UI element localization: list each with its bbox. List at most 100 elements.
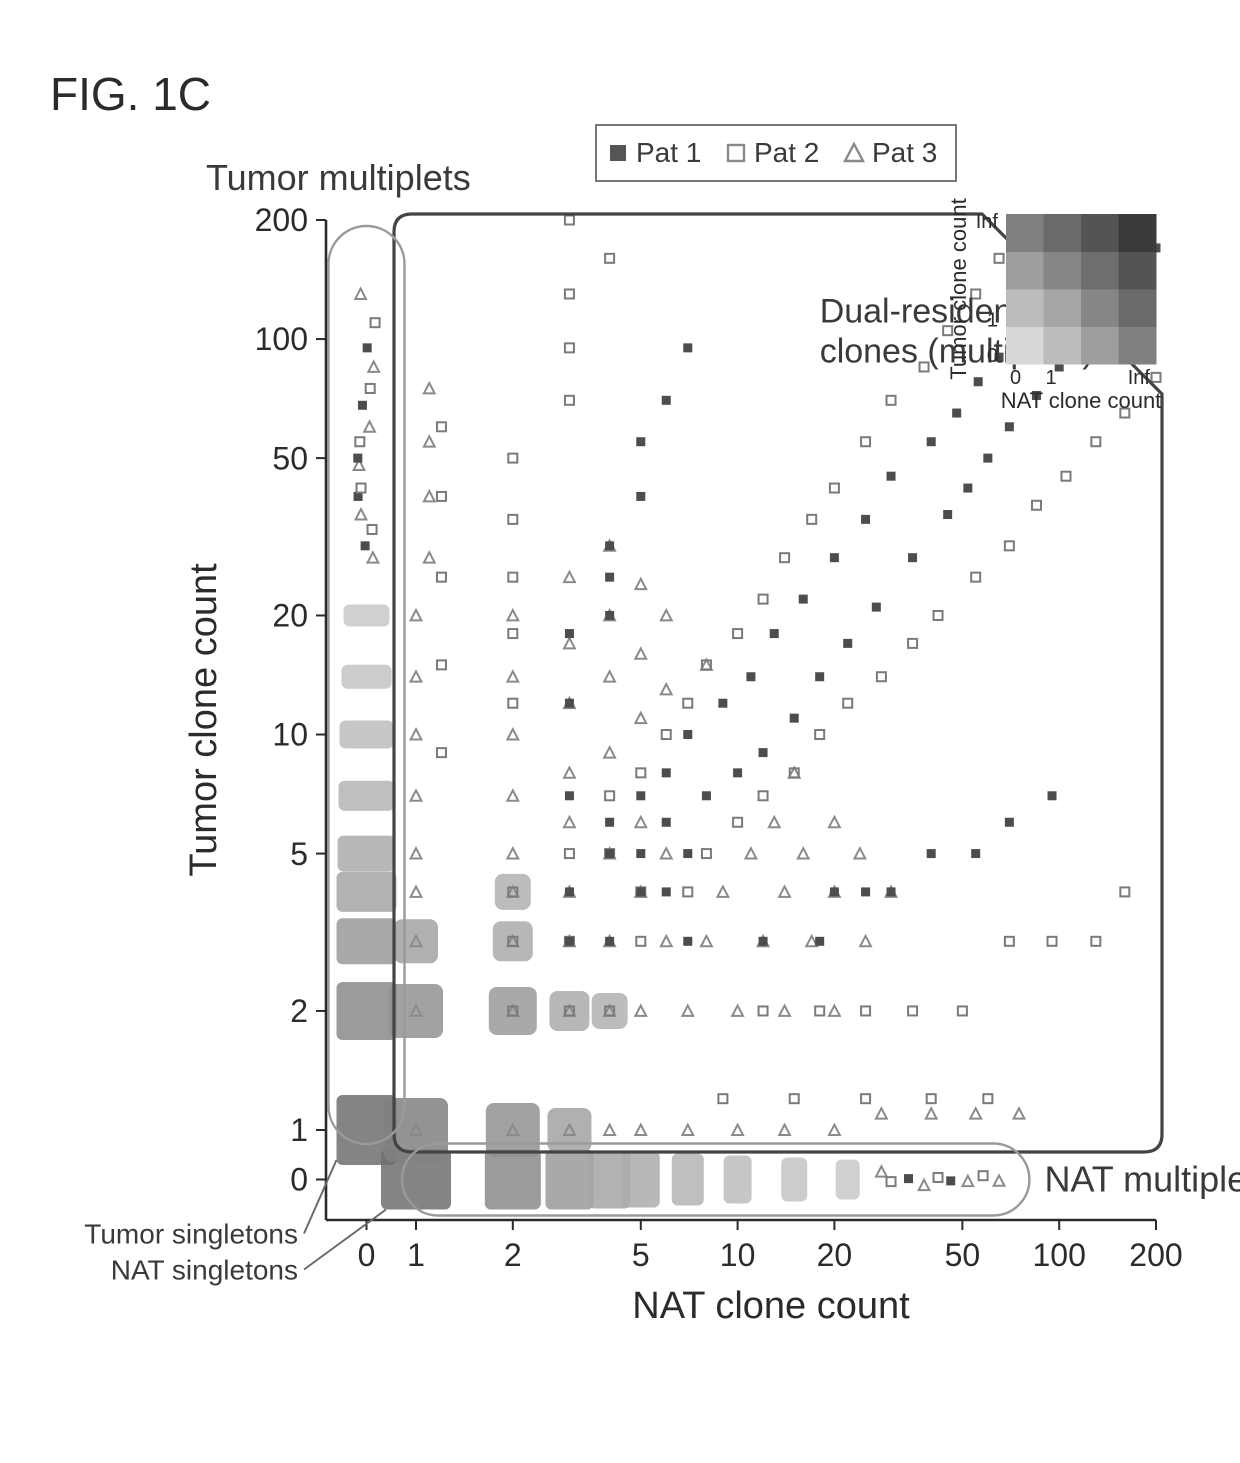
point-pat3 [604,747,615,757]
point-pat1 [662,768,671,777]
point-pat1 [746,672,755,681]
point-pat3 [854,848,865,858]
density-blob [339,781,395,811]
point-pat2 [718,1094,727,1103]
point-pat3 [368,552,379,562]
point-pat3 [604,671,615,681]
point-pat2 [861,437,870,446]
density-blob [495,874,531,910]
point-pat3 [970,1108,981,1118]
point-pat1 [861,887,870,896]
point-pat1 [565,699,574,708]
legend-label: Pat 2 [754,137,819,168]
point-pat1 [636,437,645,446]
point-pat1 [790,714,799,723]
point-pat2 [908,639,917,648]
point-pat1 [799,595,808,604]
point-pat1 [759,748,768,757]
point-pat3 [507,790,518,800]
point-pat1 [927,437,936,446]
point-pat1 [815,937,824,946]
point-pat1 [974,377,983,386]
x-tick-label: 50 [945,1237,981,1273]
point-pat3 [411,671,422,681]
point-pat1 [963,484,972,493]
point-pat3 [926,1108,937,1118]
point-pat2 [508,629,517,638]
point-pat1 [605,849,614,858]
point-pat2 [702,849,711,858]
point-pat2 [1005,937,1014,946]
density-blob [489,987,537,1035]
point-pat3 [364,421,375,431]
point-pat1 [770,629,779,638]
point-pat3 [779,1125,790,1135]
point-pat3 [635,1125,646,1135]
x-tick-label: 100 [1032,1237,1085,1273]
y-tick-label: 5 [290,836,308,872]
point-pat3 [635,648,646,658]
point-pat3 [994,1175,1005,1185]
legend-label: Pat 1 [636,137,701,168]
point-pat3 [732,1125,743,1135]
point-pat1 [605,937,614,946]
point-pat2 [934,1173,943,1182]
inset-cell [1006,214,1044,252]
point-pat1 [904,1174,913,1183]
point-pat1 [733,768,742,777]
point-pat3 [876,1166,887,1176]
point-pat3 [564,572,575,582]
point-pat2 [733,818,742,827]
point-pat3 [507,848,518,858]
inset-ytick: 0 [987,345,998,367]
y-tick-label: 1 [290,1112,308,1148]
point-pat1 [683,849,692,858]
inset-cell [1044,214,1082,252]
density-blob [592,993,628,1029]
density-blob [549,991,589,1031]
inset-cell [1006,289,1044,327]
y-tick-label: 10 [272,717,308,753]
point-pat2 [605,254,614,263]
point-pat2 [565,343,574,352]
point-pat3 [779,887,790,897]
inset-cell [1081,327,1119,365]
point-pat3 [411,729,422,739]
point-pat2 [830,484,839,493]
density-blob [672,1154,704,1206]
point-pat1 [887,887,896,896]
point-pat1 [830,553,839,562]
point-pat3 [355,289,366,299]
point-pat3 [635,713,646,723]
point-pat2 [565,289,574,298]
point-pat3 [507,610,518,620]
point-pat2 [815,1006,824,1015]
point-pat1 [361,541,370,550]
point-pat3 [661,848,672,858]
point-pat3 [424,383,435,393]
point-pat2 [662,730,671,739]
y-tick-label: 100 [255,321,308,357]
point-pat2 [995,254,1004,263]
point-pat2 [355,437,364,446]
x-tick-label: 0 [358,1237,376,1273]
point-pat1 [1005,422,1014,431]
density-blob [724,1156,752,1204]
point-pat2 [908,1006,917,1015]
point-pat2 [1120,887,1129,896]
point-pat2 [368,525,377,534]
inset-xtick: 0 [1010,367,1021,389]
y-tick-label: 2 [290,993,308,1029]
point-pat3 [682,1006,693,1016]
point-pat2 [759,791,768,800]
point-pat2 [983,1094,992,1103]
inset-cell [1081,252,1119,290]
point-pat3 [661,610,672,620]
point-pat3 [779,1006,790,1016]
y-tick-label: 50 [272,440,308,476]
point-pat3 [661,936,672,946]
point-pat2 [807,515,816,524]
title-nat-multiplets: NAT multiplets [1044,1159,1240,1200]
point-pat1 [662,396,671,405]
figure-svg: FIG. 1CTumor multipletsPat 1Pat 2Pat 300… [0,0,1240,1463]
